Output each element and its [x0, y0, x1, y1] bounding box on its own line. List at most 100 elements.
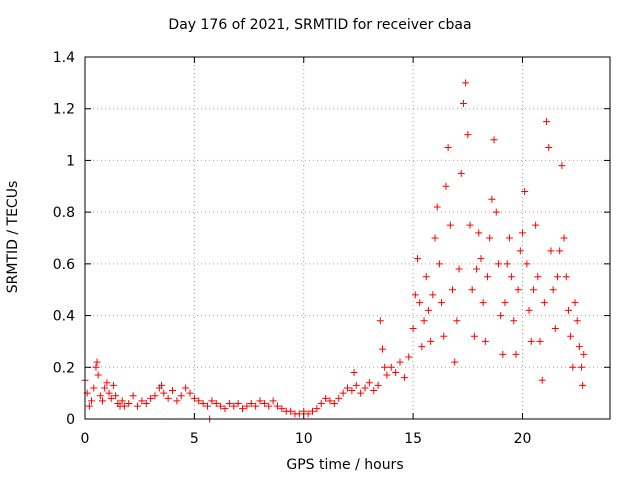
data-point [313, 405, 321, 413]
grid-lines [85, 57, 610, 419]
y-tick-label: 1.2 [53, 102, 75, 118]
data-point [431, 234, 439, 242]
data-point [160, 389, 168, 397]
data-point [370, 387, 378, 395]
data-point [322, 394, 330, 402]
data-point [295, 410, 303, 418]
data-point [429, 291, 437, 299]
data-point [505, 234, 513, 242]
data-point [521, 187, 529, 195]
data-point [164, 394, 172, 402]
data-point [481, 337, 489, 345]
data-point [490, 136, 498, 144]
data-point [217, 402, 225, 410]
data-point [88, 397, 96, 405]
data-point [569, 363, 577, 371]
data-point [387, 363, 395, 371]
data-point [455, 265, 463, 273]
data-point [422, 273, 430, 281]
data-point [433, 203, 441, 211]
data-point [418, 343, 426, 351]
data-point [551, 325, 559, 332]
data-point [352, 381, 360, 389]
data-point [564, 306, 572, 314]
data-point [532, 221, 540, 229]
data-point [536, 337, 544, 345]
data-point [392, 368, 400, 376]
plot-frame [84, 56, 611, 420]
data-point [554, 273, 561, 281]
data-point [374, 381, 382, 389]
data-point [486, 234, 494, 242]
data-point [534, 273, 542, 281]
data-point [225, 399, 233, 407]
data-point [376, 317, 384, 325]
data-point [265, 402, 273, 410]
data-point [234, 399, 242, 407]
data-point [484, 273, 491, 281]
y-tick-label: 0.8 [53, 205, 75, 221]
data-point [435, 260, 443, 268]
data-point [453, 317, 461, 325]
data-point [457, 169, 465, 177]
x-tick-label: 5 [190, 431, 199, 447]
data-point [92, 363, 100, 371]
data-point [101, 384, 109, 392]
x-tick-label: 20 [514, 431, 532, 447]
data-point [256, 397, 264, 405]
data-point [547, 247, 555, 255]
data-point [558, 162, 566, 170]
data-point [451, 358, 459, 366]
data-point [85, 402, 93, 410]
data-point [96, 392, 104, 400]
data-point [125, 399, 133, 407]
data-point [501, 299, 509, 307]
data-point [269, 397, 277, 405]
data-point [287, 407, 295, 415]
data-point [365, 379, 373, 387]
data-point [479, 299, 487, 307]
data-point [129, 392, 137, 400]
data-point [260, 399, 268, 407]
axis-ticks: 0 5 10 15 20 0 0.2 0.4 0.6 0.8 1 1.2 1.4 [53, 50, 610, 447]
data-point [571, 299, 579, 307]
data-point [243, 402, 251, 410]
data-point [177, 392, 185, 400]
y-tick-label: 0.4 [53, 309, 75, 325]
data-point [138, 397, 146, 405]
data-point [488, 195, 496, 203]
data-point [468, 286, 476, 294]
data-point [330, 399, 338, 407]
data-point [475, 229, 483, 237]
data-points [81, 79, 588, 423]
data-point [527, 337, 535, 345]
data-point [497, 312, 505, 320]
data-point [549, 286, 557, 294]
data-point [514, 286, 522, 294]
data-point [190, 394, 198, 402]
data-point [120, 402, 128, 410]
data-point [134, 402, 141, 410]
data-point [195, 397, 203, 405]
data-point [510, 317, 518, 325]
data-point [567, 332, 575, 340]
data-point [470, 332, 478, 340]
data-point [147, 394, 155, 402]
data-point [326, 397, 334, 405]
data-point [545, 144, 553, 151]
data-point [519, 229, 526, 237]
data-point [508, 273, 516, 281]
data-point [556, 247, 564, 255]
data-point [357, 389, 365, 397]
data-point [512, 350, 520, 358]
data-point [344, 384, 351, 392]
data-point [420, 317, 428, 325]
data-point [383, 371, 391, 379]
data-point [494, 260, 502, 268]
data-point [562, 273, 570, 281]
data-point [212, 399, 220, 407]
data-point [317, 399, 325, 407]
data-point [516, 247, 524, 255]
data-point [580, 350, 588, 358]
